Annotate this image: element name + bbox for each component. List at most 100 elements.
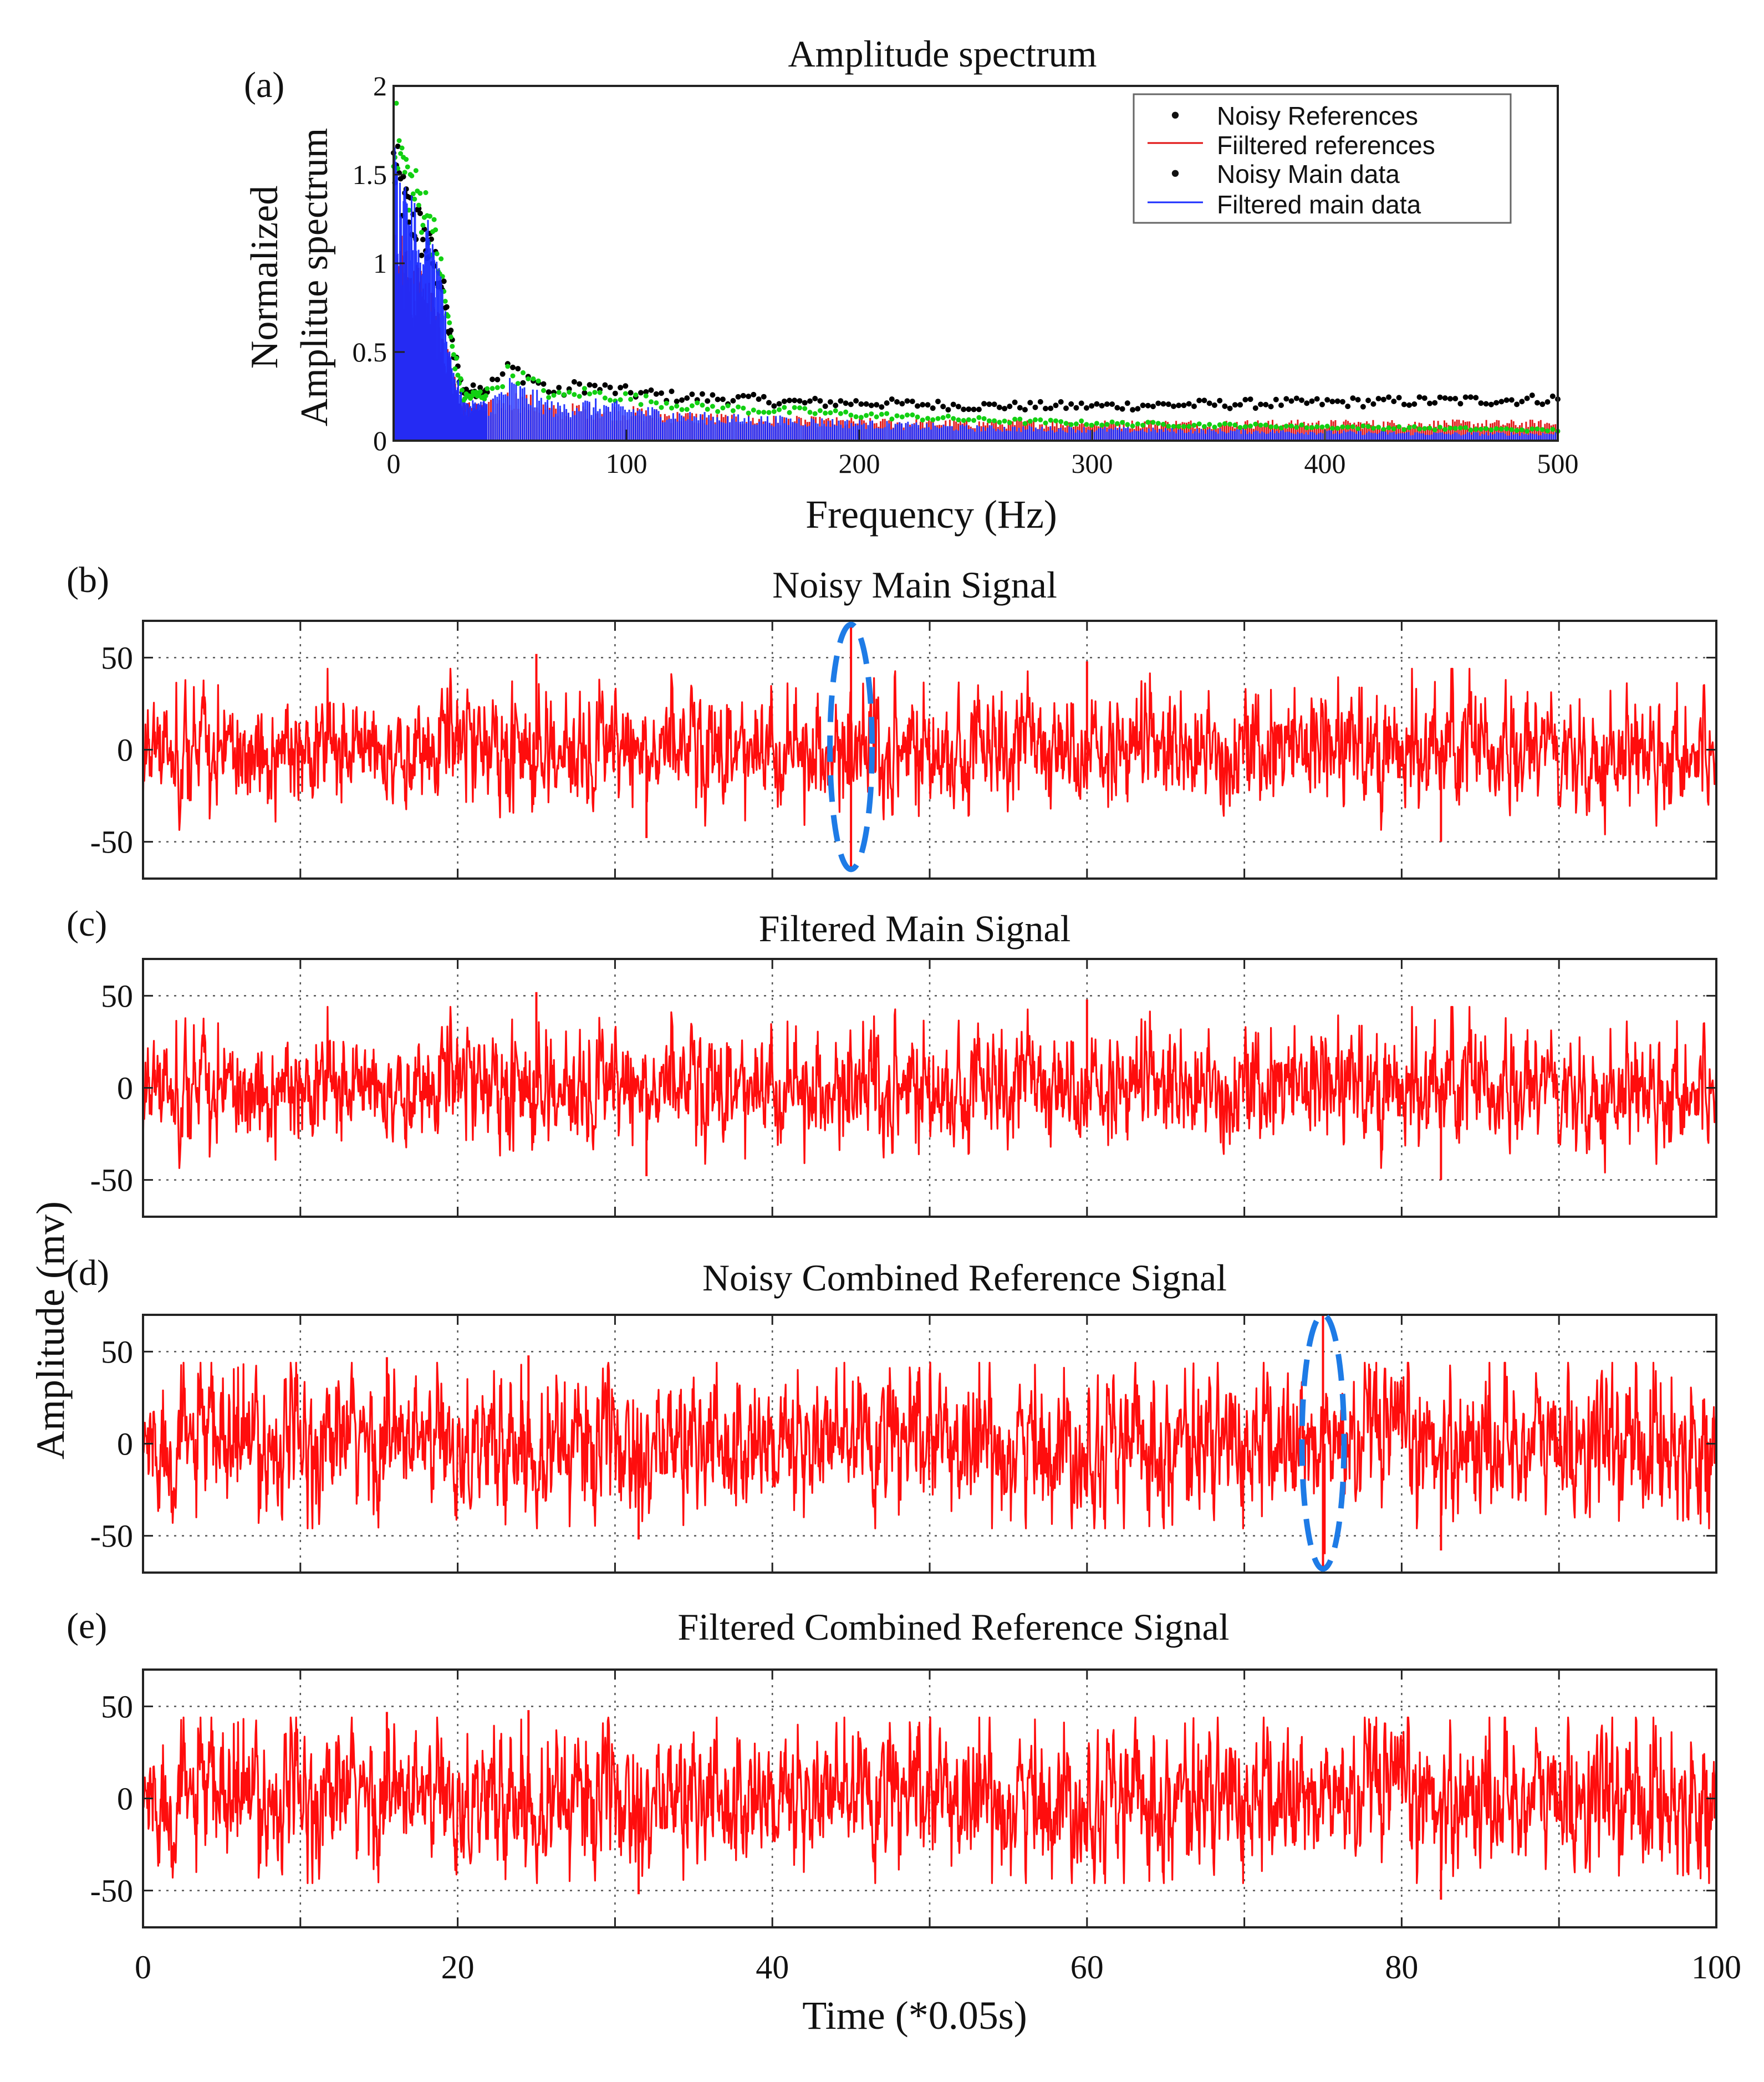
spectrum-point bbox=[802, 400, 808, 406]
spectrum-point bbox=[1104, 422, 1110, 427]
spectrum-point bbox=[1068, 422, 1074, 427]
spectrum-point bbox=[838, 398, 844, 404]
spectrum-point bbox=[1370, 426, 1376, 431]
spectrum-point bbox=[577, 394, 582, 399]
spectrum-point bbox=[1166, 423, 1171, 429]
spectrum-point bbox=[1447, 425, 1453, 431]
spectrum-point bbox=[494, 376, 501, 382]
y-tick-label: 0 bbox=[373, 425, 387, 456]
spectrum-point bbox=[920, 417, 925, 423]
x-tick-label: 60 bbox=[1070, 1949, 1104, 1986]
spectrum-point bbox=[1079, 418, 1084, 423]
spectrum-point bbox=[792, 405, 797, 410]
spectrum-point bbox=[715, 396, 721, 402]
spectrum-point bbox=[1467, 394, 1474, 400]
spectrum-point bbox=[1294, 425, 1299, 430]
spectrum-point bbox=[1360, 404, 1366, 410]
spectrum-point bbox=[776, 401, 782, 407]
spectrum-point bbox=[986, 401, 992, 407]
spectrum-point bbox=[494, 385, 500, 390]
spectrum-point bbox=[1329, 426, 1335, 431]
spectrum-point bbox=[1145, 402, 1151, 409]
spectrum-point bbox=[618, 385, 624, 391]
spectrum-point bbox=[1145, 420, 1151, 425]
spectrum-point bbox=[1007, 404, 1013, 410]
spectrum-point bbox=[869, 411, 874, 417]
spectrum-point bbox=[1335, 426, 1340, 431]
spectrum-point bbox=[940, 404, 946, 410]
spectrum-point bbox=[1437, 394, 1443, 400]
spectrum-point bbox=[1283, 396, 1289, 402]
spectrum-point bbox=[976, 406, 982, 412]
spectrum-point bbox=[1135, 421, 1140, 427]
spectrum-point bbox=[858, 415, 864, 420]
panel-a-title: Amplitude spectrum bbox=[788, 33, 1097, 75]
spectrum-point bbox=[1457, 425, 1463, 431]
spectrum-point bbox=[450, 344, 455, 349]
spectrum-point bbox=[1073, 405, 1079, 411]
spectrum-point bbox=[653, 391, 659, 397]
y-tick-label: -50 bbox=[90, 824, 133, 860]
spectrum-point bbox=[1222, 403, 1228, 409]
spectrum-point bbox=[1222, 421, 1227, 426]
spectrum-point bbox=[1237, 425, 1243, 430]
spectrum-point bbox=[1504, 426, 1510, 432]
spectrum-point bbox=[1155, 400, 1161, 406]
spectrum-point bbox=[1283, 423, 1289, 429]
spectrum-point bbox=[1289, 423, 1294, 428]
spectrum-point bbox=[777, 407, 782, 412]
spectrum-point bbox=[715, 409, 721, 414]
panel-d-highlight-ellipse bbox=[1299, 1312, 1347, 1572]
spectrum-point bbox=[1309, 398, 1315, 404]
spectrum-point bbox=[710, 392, 716, 398]
spectrum-point bbox=[1063, 421, 1069, 426]
panel-b-axes bbox=[142, 620, 1717, 880]
spectrum-point bbox=[874, 402, 880, 408]
spectrum-point bbox=[848, 401, 854, 407]
x-tick-label: 0 bbox=[387, 448, 401, 479]
spectrum-point bbox=[853, 414, 859, 420]
spectrum-point bbox=[1114, 421, 1120, 426]
spectrum-point bbox=[448, 328, 454, 333]
spectrum-point bbox=[961, 406, 967, 412]
spectrum-point bbox=[1386, 425, 1391, 431]
spectrum-point bbox=[453, 355, 459, 361]
spectrum-point bbox=[766, 400, 772, 406]
spectrum-point bbox=[674, 399, 680, 405]
x-tick-label: 80 bbox=[1385, 1949, 1418, 1986]
spectrum-point bbox=[992, 418, 997, 423]
spectrum-point bbox=[1232, 422, 1238, 428]
spectrum-point bbox=[1386, 394, 1392, 400]
spectrum-point bbox=[485, 386, 490, 391]
spectrum-point bbox=[751, 391, 757, 397]
spectrum-point bbox=[546, 395, 552, 400]
spectrum-point bbox=[1463, 425, 1469, 430]
spectrum-point bbox=[1191, 422, 1197, 428]
spectrum-point bbox=[1063, 405, 1069, 411]
legend-box bbox=[1133, 93, 1512, 224]
spectrum-point bbox=[1391, 399, 1397, 405]
spectrum-point bbox=[1478, 426, 1483, 432]
spectrum-point bbox=[1258, 401, 1264, 407]
spectrum-point bbox=[1211, 402, 1217, 408]
spectrum-point bbox=[1324, 397, 1330, 403]
spectrum-point bbox=[1524, 395, 1530, 401]
spectrum-point bbox=[868, 402, 874, 409]
spectrum-point bbox=[1033, 417, 1038, 422]
spectrum-point bbox=[1242, 424, 1248, 430]
x-tick-label: 100 bbox=[606, 448, 648, 479]
spectrum-point bbox=[1319, 424, 1325, 430]
spectrum-point bbox=[551, 392, 557, 398]
spectrum-point bbox=[1242, 397, 1248, 402]
spectrum-point bbox=[1525, 428, 1530, 434]
panel-d-signal bbox=[142, 1315, 1717, 1569]
spectrum-point bbox=[1381, 427, 1386, 432]
spectrum-point bbox=[419, 229, 424, 235]
spectrum-point bbox=[587, 382, 593, 388]
spectrum-point bbox=[545, 389, 552, 395]
spectrum-point bbox=[458, 376, 463, 381]
spectrum-point bbox=[447, 320, 452, 325]
spectrum-point bbox=[602, 382, 608, 388]
spectrum-point bbox=[848, 412, 854, 418]
spectrum-point bbox=[1401, 401, 1407, 407]
